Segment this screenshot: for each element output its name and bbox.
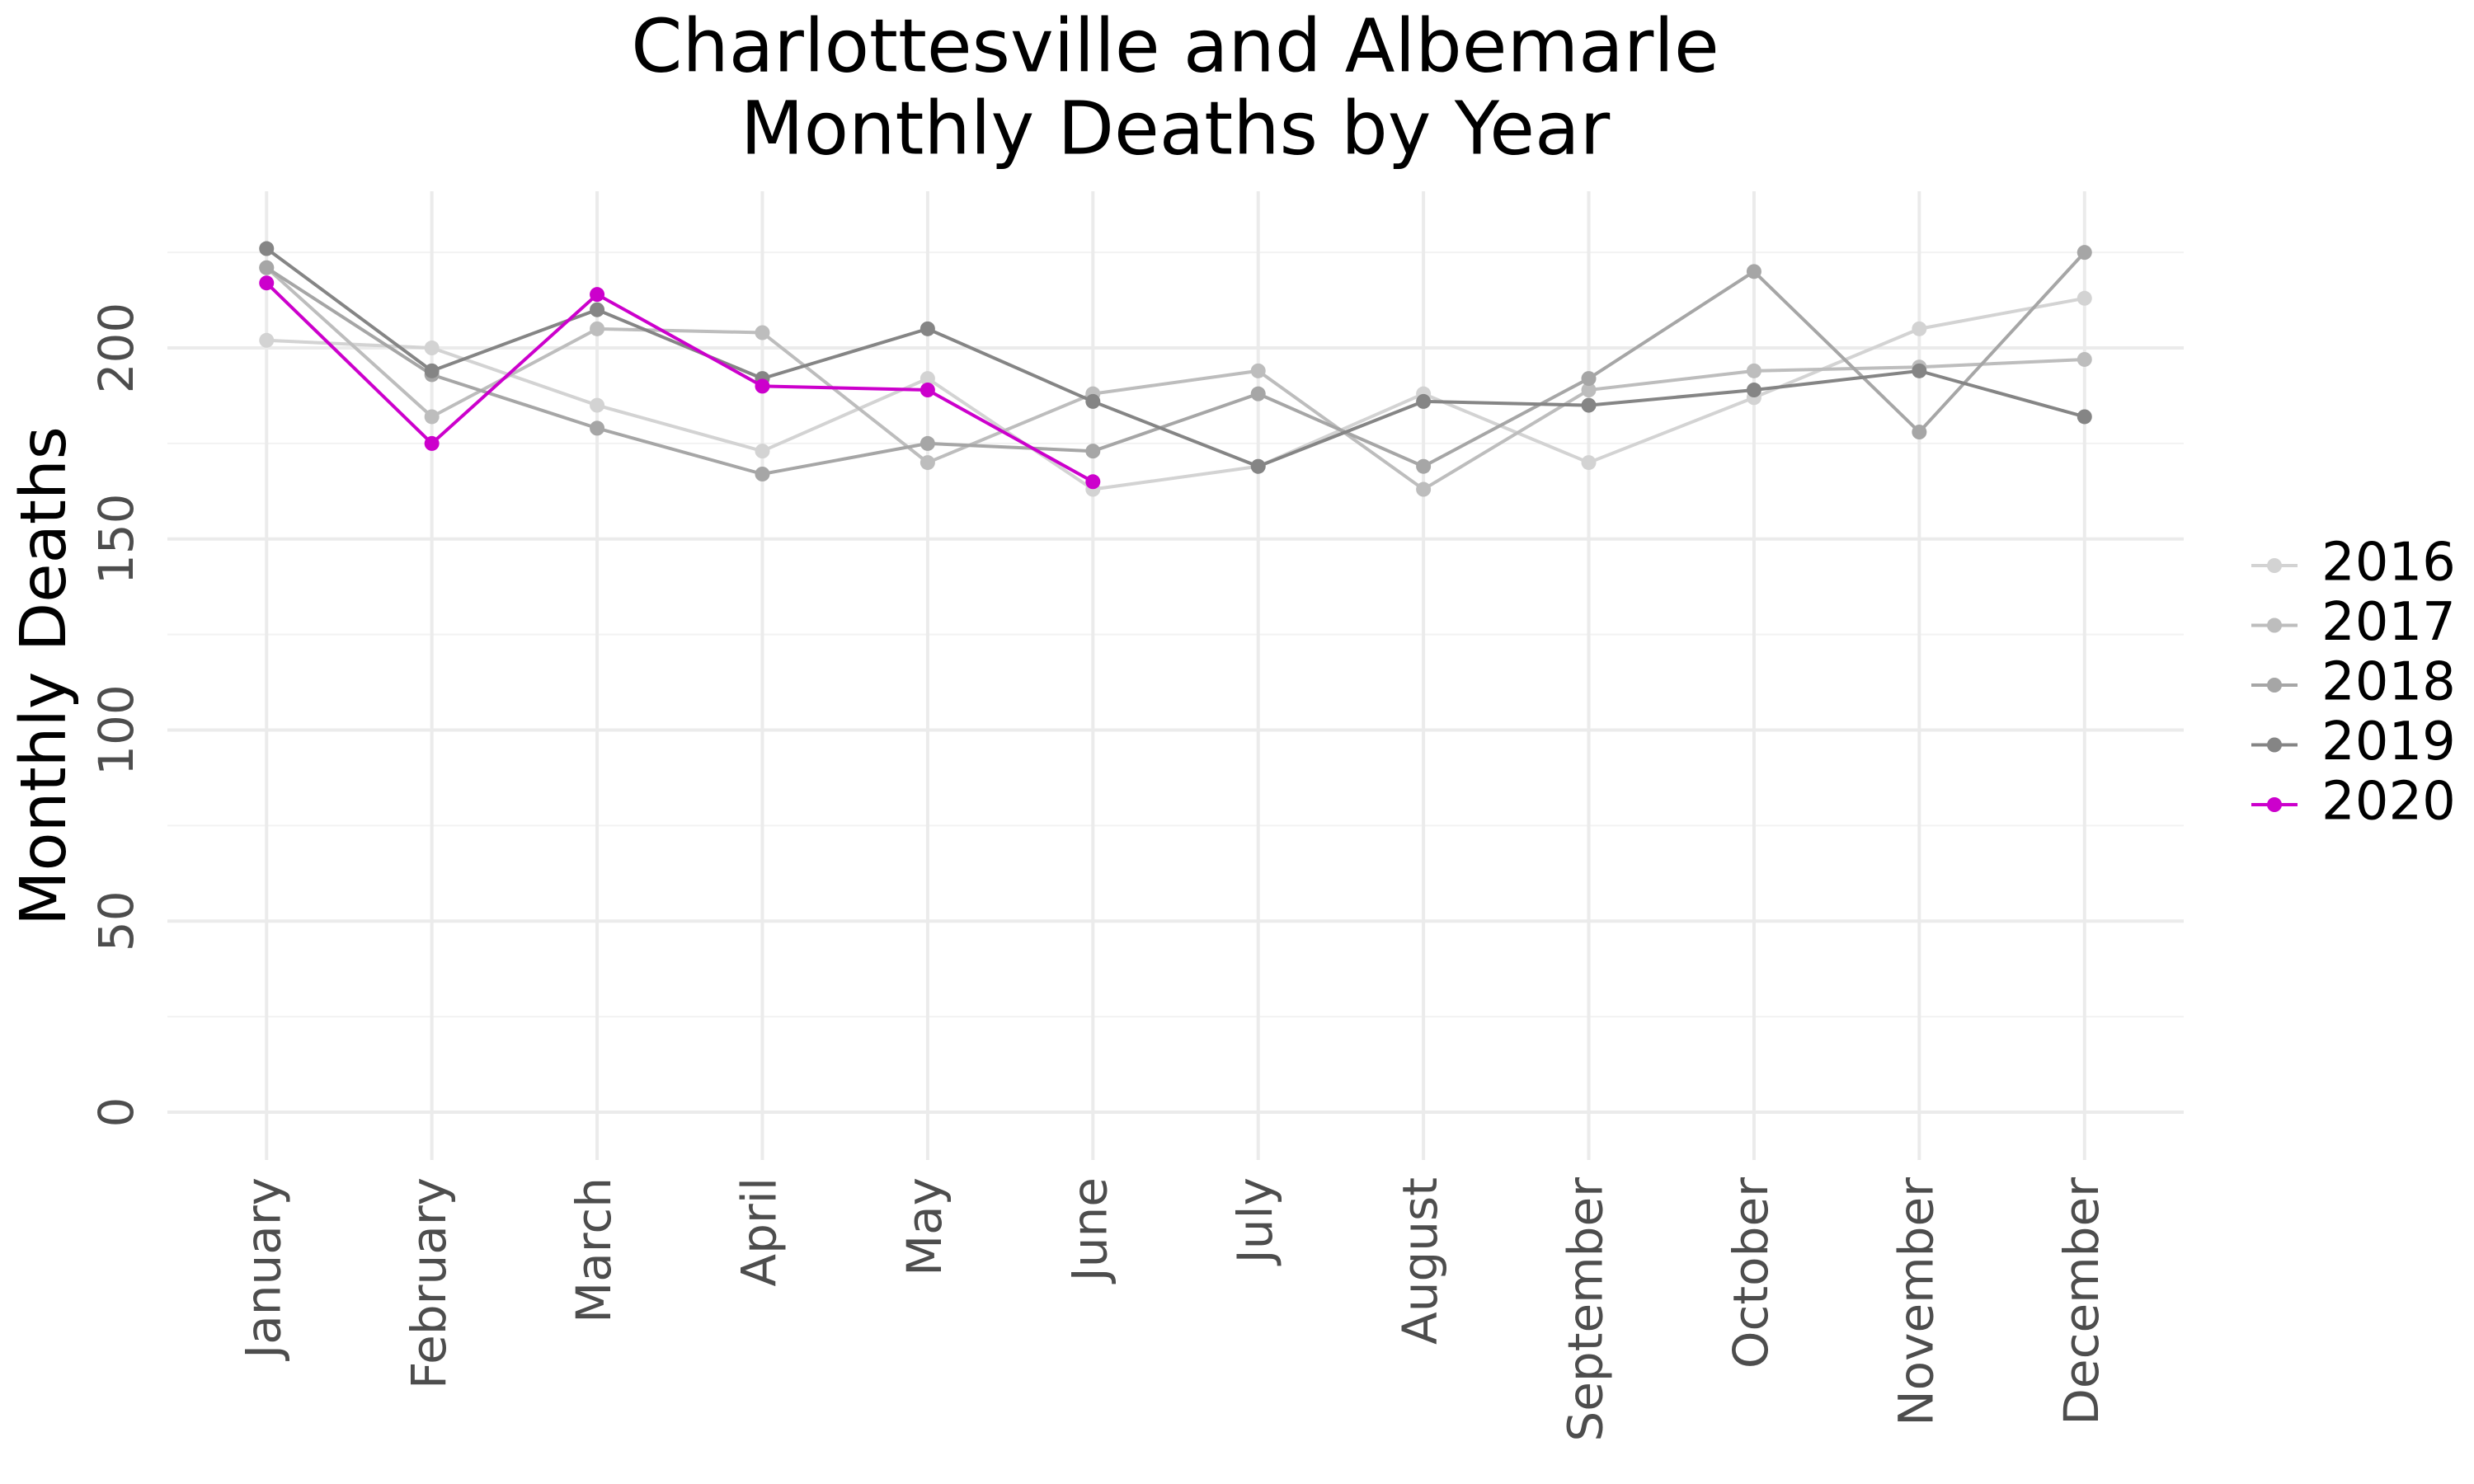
x-tick-label: October xyxy=(1723,1177,1779,1369)
data-point xyxy=(920,321,935,336)
data-point xyxy=(1912,321,1927,336)
data-point xyxy=(1416,481,1432,497)
data-point xyxy=(1250,458,1266,474)
y-axis-title: Monthly Deaths xyxy=(7,426,81,926)
data-point xyxy=(920,455,935,471)
y-tick-label: 100 xyxy=(88,684,144,776)
legend-label: 2017 xyxy=(2321,592,2456,653)
y-tick-label: 0 xyxy=(88,1097,144,1128)
legend-point xyxy=(2267,618,2282,633)
legend-point xyxy=(2267,558,2282,573)
legend-label: 2019 xyxy=(2321,711,2456,773)
data-point xyxy=(2077,409,2092,425)
x-tick-label: July xyxy=(1227,1177,1283,1266)
y-tick-label: 150 xyxy=(88,493,144,585)
x-tick-label: April xyxy=(731,1177,788,1287)
legend-label: 2016 xyxy=(2321,533,2456,594)
legend-point xyxy=(2267,678,2282,693)
series-line xyxy=(266,251,2086,477)
series-line xyxy=(266,247,2086,468)
data-point xyxy=(1581,371,1597,387)
data-point xyxy=(755,325,770,340)
x-tick-label: January xyxy=(235,1177,291,1361)
data-point xyxy=(259,275,275,291)
data-point xyxy=(1250,363,1266,378)
data-point xyxy=(755,466,770,481)
x-tick-label: December xyxy=(2053,1177,2109,1425)
data-point xyxy=(424,363,440,378)
data-point xyxy=(920,383,935,398)
data-point xyxy=(1085,393,1101,409)
data-point xyxy=(1581,397,1597,413)
x-tick-label: June xyxy=(1061,1177,1117,1284)
data-point xyxy=(1746,383,1761,398)
chart-title: Monthly Deaths by Year xyxy=(741,85,1611,171)
data-point xyxy=(1250,386,1266,402)
data-point xyxy=(259,332,275,348)
data-point xyxy=(590,321,605,336)
series-line xyxy=(265,281,1094,484)
data-point xyxy=(1912,363,1927,378)
data-point xyxy=(755,444,770,459)
y-tick-label: 50 xyxy=(88,890,144,951)
y-tick-label: 200 xyxy=(88,303,144,394)
x-tick-label: September xyxy=(1558,1177,1614,1442)
data-point xyxy=(920,435,935,451)
data-point xyxy=(1416,458,1432,474)
data-point xyxy=(1581,455,1597,471)
legend-label: 2020 xyxy=(2321,772,2456,833)
data-point xyxy=(590,420,605,436)
data-point xyxy=(1085,444,1101,459)
x-tick-label: August xyxy=(1392,1177,1448,1345)
data-point xyxy=(590,397,605,413)
x-tick-label: November xyxy=(1888,1177,1944,1426)
series-line xyxy=(265,266,2085,491)
chart-title: Charlottesville and Albemarle xyxy=(631,2,1719,88)
data-point xyxy=(259,260,275,275)
data-point xyxy=(590,302,605,317)
data-point xyxy=(424,409,440,425)
data-point xyxy=(1746,264,1761,279)
legend-point xyxy=(2267,797,2282,812)
data-point xyxy=(259,241,275,256)
data-point xyxy=(2077,245,2092,261)
x-tick-label: February xyxy=(401,1177,457,1389)
data-point xyxy=(1746,363,1761,378)
data-point xyxy=(590,287,605,303)
x-tick-label: March xyxy=(566,1177,622,1323)
data-point xyxy=(1085,474,1101,490)
data-point xyxy=(424,340,440,356)
data-point xyxy=(424,435,440,451)
data-point xyxy=(755,378,770,394)
x-tick-label: May xyxy=(896,1177,952,1276)
data-point xyxy=(1581,383,1597,398)
data-point xyxy=(920,371,935,387)
legend-label: 2018 xyxy=(2321,652,2456,713)
data-point xyxy=(1912,425,1927,440)
data-point xyxy=(2077,351,2092,367)
legend-point xyxy=(2267,737,2282,753)
data-point xyxy=(1416,393,1432,409)
data-point xyxy=(2077,290,2092,306)
